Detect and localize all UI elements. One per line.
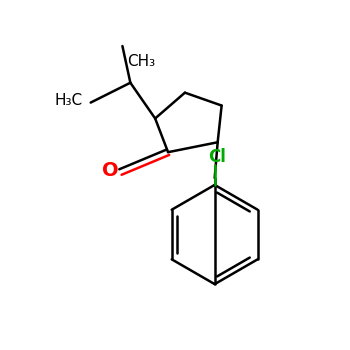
Text: H₃C: H₃C <box>55 93 83 108</box>
Text: Cl: Cl <box>208 148 226 166</box>
Text: CH₃: CH₃ <box>127 54 155 69</box>
Text: O: O <box>102 161 119 180</box>
